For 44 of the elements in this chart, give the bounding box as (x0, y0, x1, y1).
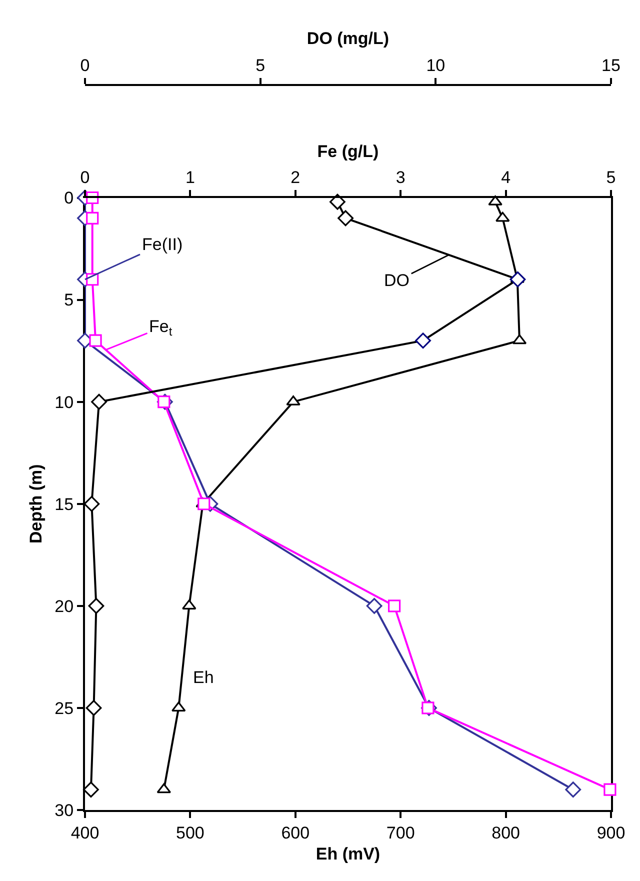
x-tick-label: 15 (602, 56, 620, 75)
point (512, 334, 527, 344)
point (86, 700, 102, 716)
x-tick-label: 10 (426, 56, 446, 75)
y-tick-label: 20 (54, 596, 74, 616)
x2-axis-title: Fe (g/L) (317, 142, 379, 161)
y-tick-label: 0 (64, 188, 74, 208)
point (88, 598, 104, 614)
point (171, 702, 186, 712)
x2-tick-label: 5 (606, 168, 616, 187)
x-axis-title: DO (mg/L) (306, 29, 390, 48)
x-tick-label: 700 (386, 823, 415, 842)
x-tick-label: 5 (256, 56, 266, 75)
x2-tick-label: 1 (185, 168, 195, 187)
series-label: DO (384, 271, 410, 290)
point (84, 496, 100, 512)
text: Fe$_{t}$ (149, 317, 173, 339)
point (156, 783, 172, 794)
point (91, 394, 107, 410)
x-tick-label: 600 (281, 823, 310, 842)
point (495, 212, 510, 222)
y-tick-label: 30 (54, 800, 74, 820)
x2-tick-label: 0 (80, 168, 90, 187)
point (330, 194, 346, 210)
point (338, 210, 354, 226)
y-tick-label: 25 (54, 698, 74, 718)
series-label: Eh (193, 668, 214, 687)
point (83, 782, 99, 798)
x2-tick-label: 3 (396, 168, 406, 187)
y-tick-label: 5 (64, 290, 74, 310)
x-axis-title: Eh (mV) (316, 844, 380, 864)
point (415, 332, 431, 349)
x-tick-label: 500 (176, 823, 204, 842)
y-tick-label: 15 (54, 494, 74, 514)
x-tick-label: 0 (80, 56, 90, 75)
x2-tick-label: 2 (290, 168, 300, 187)
y-tick-label: 10 (54, 392, 74, 412)
text: Fe(II) (142, 235, 183, 254)
x2-tick-label: 4 (501, 168, 511, 187)
y-axis-title: Depth (m) (26, 464, 46, 544)
x-tick-label: 400 (70, 823, 100, 842)
x-tick-label: 900 (596, 823, 626, 842)
point (510, 271, 526, 288)
x-tick-label: 800 (492, 823, 520, 842)
